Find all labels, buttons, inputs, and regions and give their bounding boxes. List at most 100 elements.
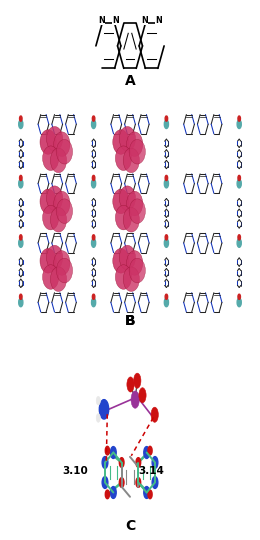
Circle shape: [119, 478, 124, 488]
Circle shape: [136, 477, 141, 487]
Ellipse shape: [129, 199, 145, 224]
Circle shape: [20, 294, 22, 299]
Circle shape: [102, 477, 108, 488]
Bar: [0, 338, 260, 535]
Ellipse shape: [127, 132, 143, 157]
Text: B: B: [125, 314, 135, 328]
Circle shape: [148, 446, 152, 455]
Ellipse shape: [56, 139, 73, 164]
Circle shape: [19, 120, 23, 129]
Ellipse shape: [47, 126, 63, 151]
Bar: [0, 97, 260, 329]
Ellipse shape: [115, 146, 132, 171]
Ellipse shape: [47, 186, 63, 211]
Circle shape: [92, 298, 96, 307]
Text: 3.10: 3.10: [62, 466, 88, 476]
Ellipse shape: [113, 189, 129, 214]
Circle shape: [152, 477, 158, 488]
Ellipse shape: [113, 248, 129, 273]
Text: N: N: [155, 16, 162, 25]
Circle shape: [105, 446, 109, 455]
Ellipse shape: [50, 267, 67, 292]
Circle shape: [110, 447, 116, 458]
Circle shape: [136, 458, 141, 467]
Text: N: N: [98, 16, 105, 25]
Text: A: A: [125, 74, 135, 88]
Circle shape: [127, 377, 134, 392]
Circle shape: [152, 456, 158, 468]
Ellipse shape: [115, 205, 132, 230]
Ellipse shape: [54, 251, 70, 275]
Text: B: B: [125, 314, 135, 328]
Ellipse shape: [47, 245, 63, 270]
Circle shape: [238, 235, 240, 240]
Circle shape: [92, 235, 95, 240]
Circle shape: [134, 373, 141, 388]
Circle shape: [164, 179, 168, 188]
Ellipse shape: [54, 132, 70, 157]
Circle shape: [92, 116, 95, 121]
Circle shape: [144, 487, 149, 498]
Circle shape: [92, 179, 96, 188]
Ellipse shape: [40, 189, 56, 214]
Circle shape: [92, 176, 95, 180]
Circle shape: [99, 400, 109, 419]
Circle shape: [139, 388, 146, 403]
Ellipse shape: [119, 186, 135, 211]
Ellipse shape: [119, 126, 135, 151]
Circle shape: [102, 456, 108, 468]
Circle shape: [237, 179, 241, 188]
Ellipse shape: [54, 191, 70, 216]
Circle shape: [165, 294, 168, 299]
Ellipse shape: [119, 245, 135, 270]
Circle shape: [105, 490, 109, 499]
Circle shape: [164, 239, 168, 247]
Ellipse shape: [56, 199, 73, 224]
Circle shape: [165, 116, 168, 121]
Circle shape: [238, 116, 240, 121]
Text: N: N: [112, 16, 119, 25]
Circle shape: [20, 116, 22, 121]
Ellipse shape: [115, 265, 132, 289]
Ellipse shape: [56, 258, 73, 283]
Ellipse shape: [129, 258, 145, 283]
Circle shape: [19, 179, 23, 188]
Circle shape: [237, 298, 241, 307]
Ellipse shape: [40, 248, 56, 273]
Text: N: N: [141, 16, 148, 25]
Circle shape: [96, 396, 100, 405]
Ellipse shape: [123, 148, 139, 173]
Circle shape: [19, 239, 23, 247]
Ellipse shape: [43, 205, 59, 230]
Ellipse shape: [43, 265, 59, 289]
Circle shape: [19, 298, 23, 307]
Circle shape: [96, 414, 100, 422]
Circle shape: [238, 294, 240, 299]
Ellipse shape: [129, 139, 145, 164]
Text: 3.14: 3.14: [138, 466, 164, 476]
Circle shape: [110, 487, 116, 498]
Circle shape: [144, 447, 149, 458]
Circle shape: [20, 235, 22, 240]
Ellipse shape: [127, 251, 143, 275]
Circle shape: [131, 391, 139, 408]
Circle shape: [164, 120, 168, 129]
Ellipse shape: [50, 148, 67, 173]
Circle shape: [164, 298, 168, 307]
Circle shape: [20, 176, 22, 180]
Ellipse shape: [43, 146, 59, 171]
Circle shape: [148, 490, 152, 499]
Circle shape: [92, 120, 96, 129]
Circle shape: [165, 235, 168, 240]
Circle shape: [237, 120, 241, 129]
Circle shape: [151, 407, 158, 422]
Ellipse shape: [50, 207, 67, 232]
Ellipse shape: [40, 130, 56, 154]
Circle shape: [165, 176, 168, 180]
Circle shape: [238, 176, 240, 180]
Ellipse shape: [113, 130, 129, 154]
Ellipse shape: [123, 267, 139, 292]
Circle shape: [92, 239, 96, 247]
Ellipse shape: [123, 207, 139, 232]
Circle shape: [119, 458, 124, 467]
